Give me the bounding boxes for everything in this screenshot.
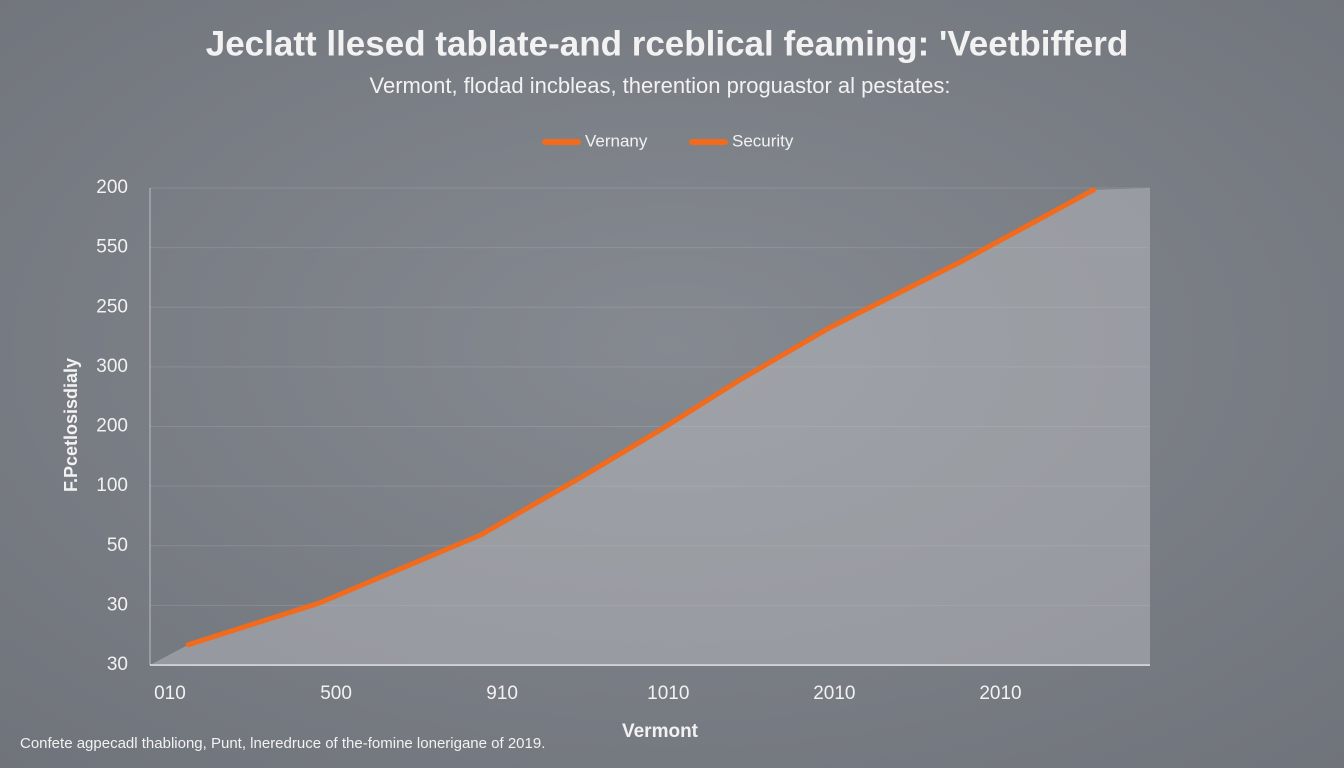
- y-tick-label: 200: [96, 416, 128, 437]
- y-tick-label: 300: [96, 356, 128, 377]
- y-tick-label: 30: [107, 594, 128, 615]
- x-tick-label: 010: [154, 683, 186, 704]
- legend-label: Vernany: [585, 131, 648, 150]
- y-tick-label: 250: [96, 296, 128, 317]
- x-tick-label: 2010: [979, 683, 1021, 704]
- x-tick-label: 910: [486, 683, 518, 704]
- y-tick-label: 100: [96, 475, 128, 496]
- y-tick-label: 50: [107, 535, 128, 556]
- y-axis-label: F.Pcetlosisdialy: [61, 358, 81, 492]
- footnote: Confete agpecadl thabliong, Punt, lnered…: [20, 735, 545, 752]
- legend-label: Security: [732, 131, 794, 150]
- chart-subtitle: Vermont, flodad incbleas, therention pro…: [370, 73, 951, 98]
- y-tick-label: 200: [96, 177, 128, 198]
- y-tick-label: 30: [107, 654, 128, 675]
- x-tick-label: 1010: [647, 683, 689, 704]
- area: [150, 188, 1150, 665]
- x-axis-label: Vermont: [622, 721, 699, 742]
- x-tick-label: 2010: [813, 683, 855, 704]
- y-tick-label: 550: [96, 237, 128, 258]
- chart-title: Jeclatt llesed tablate-and rceblical fea…: [206, 24, 1129, 63]
- line: [185, 187, 1096, 648]
- x-tick-label: 500: [320, 683, 352, 704]
